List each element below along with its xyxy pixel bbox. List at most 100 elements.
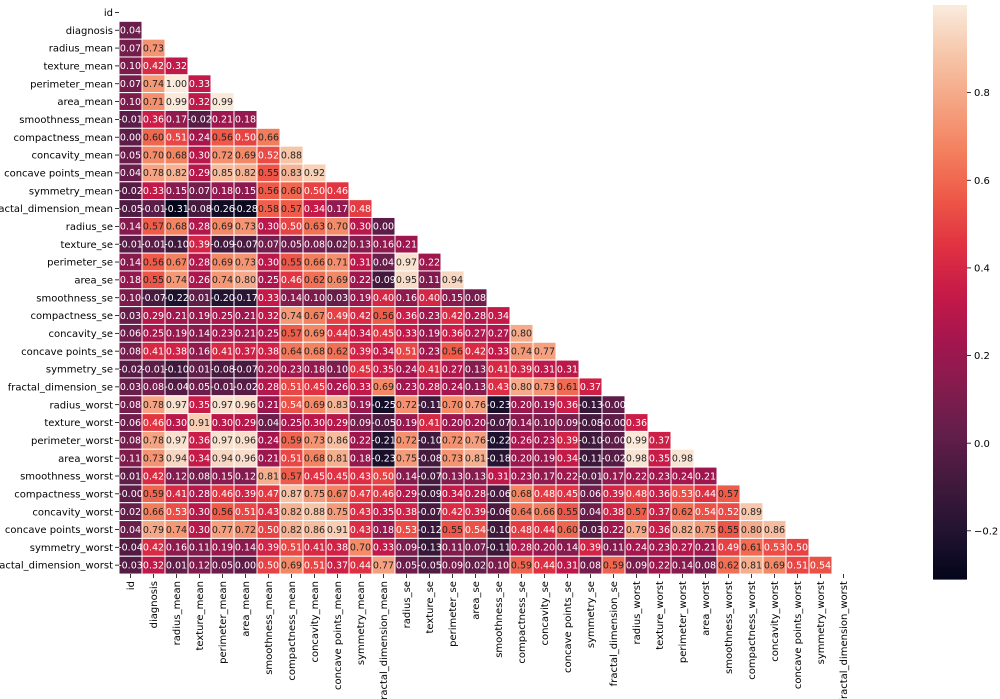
cell-value-label: 0.57 [143,222,164,233]
colorbar-segment [933,510,967,514]
row-label: fractal_dimension_worst [0,561,113,572]
cell-value-label: 0.33 [488,346,509,357]
colorbar-segment [933,200,967,204]
colorbar-segment [933,182,967,187]
colorbar-segment [933,289,967,293]
colorbar-segment [933,343,967,348]
cell-value-label: -0.03 [118,560,143,571]
cell-value-label: 0.33 [350,382,371,393]
cell-value-label: 0.75 [396,453,417,464]
cell-value-label: 0.71 [143,97,164,108]
row-label: radius_mean [49,44,113,55]
colorbar-segment [933,13,967,18]
cell-value-label: 0.07 [258,240,279,251]
cell-value-label: 0.07 [120,79,141,90]
cell-value-label: -0.11 [486,543,511,554]
colorbar-segment [933,360,967,365]
cell-value-label: 0.22 [603,525,624,536]
cell-value-label: 0.60 [143,133,164,144]
cell-value-label: 0.36 [442,329,463,340]
colorbar-segment [933,475,967,480]
row-label: concave points_mean [4,168,113,179]
colorbar-segment [933,358,967,362]
cell-value-label: 0.34 [189,453,210,464]
column-label: fractal_dimension_worst [839,581,850,699]
cell-value-label: 0.74 [166,275,187,286]
column-label: symmetry_se [586,581,597,648]
cell-value-label: 0.23 [419,346,440,357]
cell-value-label: -0.04 [118,543,143,554]
column-label: concave points_worst [793,581,804,689]
colorbar-segment [933,277,967,282]
row-label: texture_worst [44,418,113,429]
row-label: id [104,8,113,19]
row-label: compactness_worst [14,489,113,500]
cell-value-label: 0.95 [396,275,417,286]
cell-value-label: 0.31 [488,471,509,482]
cell-value-label: 0.21 [695,471,716,482]
cell-value-label: 0.80 [511,382,532,393]
colorbar-segment [933,349,967,353]
colorbar-segment [933,398,967,402]
cell-value-label: 0.10 [120,97,141,108]
cell-value-label: 0.43 [488,382,509,393]
row-label: fractal_dimension_mean [0,204,113,215]
colorbar-segment [933,386,967,391]
colorbar-segment [933,154,967,158]
colorbar-segment [933,389,967,394]
cell-value-label: 0.30 [258,257,279,268]
colorbar-segment [933,266,967,270]
cell-value-label: 0.54 [695,507,716,518]
colorbar-segment [933,455,967,460]
cell-value-label: 0.73 [442,453,463,464]
cell-value-label: 1.00 [166,79,187,90]
colorbar-segment [933,314,967,319]
cell-value-label: 0.47 [350,489,371,500]
colorbar-segment [933,444,967,448]
cell-value-label: 0.25 [212,311,233,322]
cell-value-label: 0.44 [695,489,716,500]
colorbar-segment [933,231,967,236]
cell-value-label: 0.88 [304,507,325,518]
cell-value-label: 0.77 [212,525,233,536]
cell-value-label: 0.28 [511,543,532,554]
row-label: area_se [74,275,113,286]
cell-value-label: 0.94 [442,275,463,286]
cell-value-label: 0.37 [649,436,670,447]
cell-value-label: 0.50 [258,560,279,571]
cell-value-label: 0.17 [166,115,187,126]
cell-value-label: 0.59 [511,560,532,571]
colorbar-segment [933,515,967,520]
cell-value-label: -0.01 [118,240,143,251]
column-label: compactness_mean [287,581,298,681]
cell-value-label: 0.46 [373,489,394,500]
cell-value-label: 0.97 [166,400,187,411]
colorbar-segment [933,306,967,310]
cell-value-label: 0.02 [327,240,348,251]
colorbar-segment [933,438,967,442]
colorbar-segment [933,16,967,20]
colorbar-segment [933,435,967,439]
colorbar-segment [933,251,967,256]
cell-value-label: 0.00 [120,133,141,144]
cell-value-label: 0.99 [212,97,233,108]
cell-value-label: 0.21 [396,240,417,251]
cell-value-label: 0.79 [626,525,647,536]
cell-value-label: 0.25 [258,275,279,286]
row-labels: id diagnosis radius_mean texture_meanperime… [0,8,119,572]
cell-value-label: 0.67 [166,257,187,268]
cell-value-label: -0.07 [417,471,442,482]
cell-value-label: 0.48 [511,525,532,536]
cell-value-label: -0.10 [164,240,189,251]
cell-value-label: 0.47 [258,489,279,500]
column-label: radius_worst [632,581,643,645]
colorbar-segment [933,25,967,29]
cell-value-label: 0.56 [373,311,394,322]
cell-value-label: 0.64 [511,507,532,518]
cell-value-label: 0.33 [373,543,394,554]
colorbar-segment [933,22,967,26]
cell-value-label: 0.79 [143,525,164,536]
cell-value-label: 0.42 [350,311,371,322]
cell-value-label: 0.11 [120,453,141,464]
cell-value-label: 0.16 [396,293,417,304]
